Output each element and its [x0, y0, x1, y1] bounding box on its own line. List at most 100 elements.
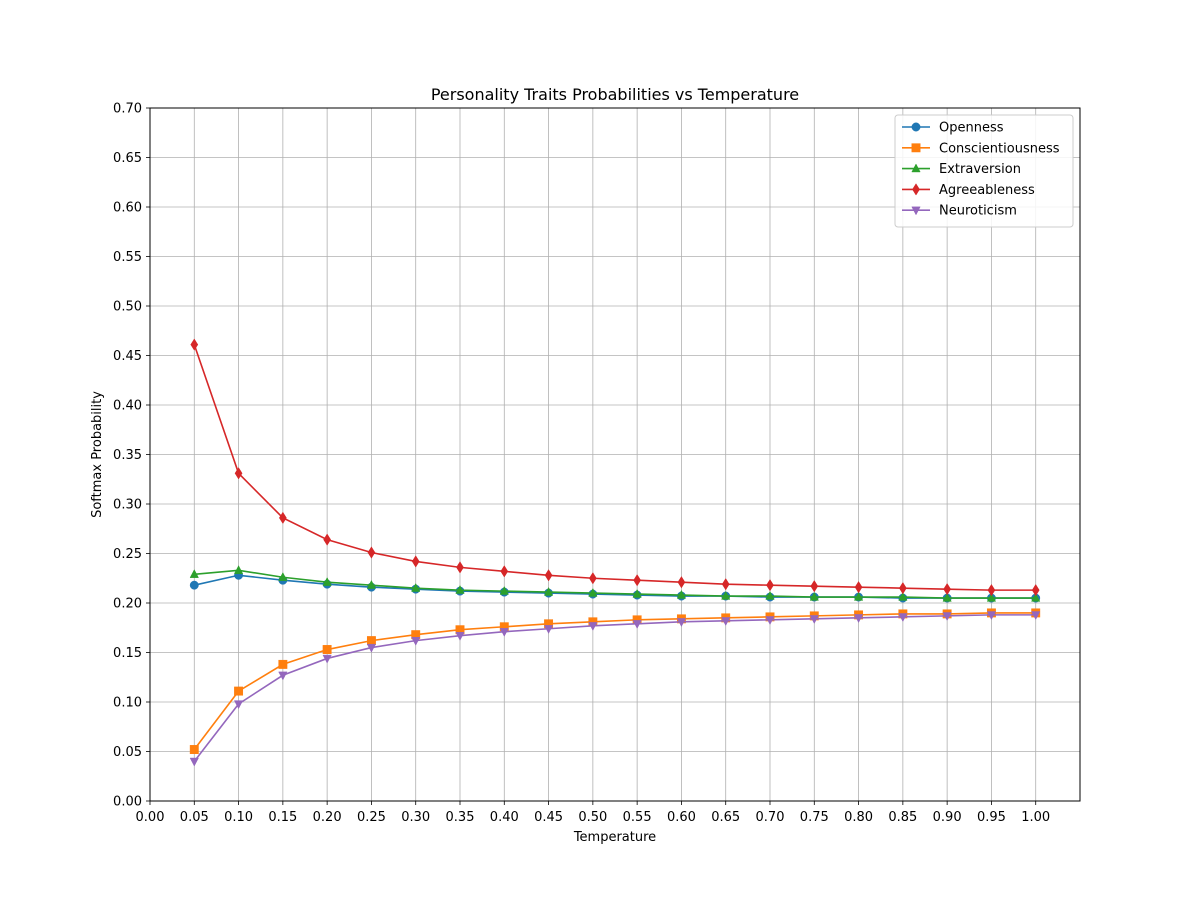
- data-point-extraversion: [588, 587, 598, 597]
- series-line-openness: [194, 574, 1036, 599]
- x-tick-label: 0.25: [357, 810, 386, 825]
- series-line-agreeableness: [193, 344, 1036, 591]
- data-point-agreeableness: [810, 580, 819, 593]
- data-point-neuroticism: [411, 637, 421, 646]
- data-point-agreeableness: [278, 511, 287, 524]
- y-tick-label: 0.55: [113, 250, 142, 265]
- chart-title: Personality Traits Probabilities vs Temp…: [431, 85, 799, 104]
- data-point-neuroticism: [366, 643, 377, 653]
- data-point-extraversion: [898, 591, 908, 601]
- data-point-neuroticism: [588, 622, 598, 631]
- data-point-openness: [189, 580, 199, 590]
- data-point-extraversion: [1031, 592, 1041, 602]
- series-line-conscientiousness: [193, 612, 1036, 751]
- legend-marker-extraversion: [911, 163, 921, 173]
- data-point-extraversion: [853, 591, 864, 601]
- x-tick-label: 0.30: [401, 810, 430, 825]
- data-point-agreeableness: [898, 582, 907, 595]
- x-tick-label: 0.75: [800, 810, 829, 825]
- axis-ticks: 0.00 0.05 0.10 0.15 0.20 0.25 0.30 0.35 0.40 0.45…: [113, 102, 1050, 826]
- legend-label: Neuroticism: [939, 204, 1017, 219]
- data-point-conscientiousness: [366, 636, 376, 646]
- y-tick-label: 0.15: [113, 646, 142, 661]
- legend-item-openness: Openness: [902, 121, 1004, 136]
- legend-marker-agreeableness: [912, 183, 920, 196]
- x-tick-label: 0.20: [313, 810, 342, 825]
- x-tick-label: 0.10: [224, 810, 253, 825]
- legend-label: Agreeableness: [939, 183, 1035, 198]
- data-point-extraversion: [721, 590, 731, 600]
- y-tick-label: 0.20: [113, 597, 142, 612]
- data-point-agreeableness: [987, 583, 996, 597]
- series-conscientiousness: [189, 608, 1041, 754]
- data-point-neuroticism: [898, 613, 908, 623]
- data-point-extraversion: [986, 592, 997, 602]
- series-extraversion: [189, 565, 1041, 602]
- data-point-neuroticism: [676, 618, 687, 627]
- data-point-neuroticism: [809, 615, 819, 624]
- legend-marker-openness: [911, 122, 921, 132]
- data-point-neuroticism: [189, 757, 199, 767]
- data-point-extraversion: [189, 569, 199, 578]
- data-point-extraversion: [366, 580, 377, 589]
- x-tick-label: 0.50: [578, 810, 607, 825]
- y-tick-label: 0.45: [113, 349, 142, 364]
- y-tick-label: 0.05: [113, 745, 142, 760]
- x-tick-label: 0.95: [977, 810, 1006, 825]
- data-point-extraversion: [411, 582, 421, 592]
- y-tick-label: 0.25: [113, 547, 142, 562]
- legend-label: Extraversion: [939, 162, 1021, 177]
- data-point-extraversion: [942, 592, 952, 602]
- data-point-neuroticism: [632, 620, 642, 629]
- data-point-conscientiousness: [189, 745, 199, 754]
- data-point-extraversion: [632, 588, 642, 598]
- data-point-neuroticism: [322, 654, 332, 664]
- data-point-extraversion: [765, 590, 775, 600]
- data-point-agreeableness: [234, 467, 243, 480]
- x-tick-label: 0.05: [180, 810, 209, 825]
- data-point-extraversion: [676, 589, 687, 599]
- data-point-agreeableness: [500, 565, 509, 578]
- x-axis-label: Temperature: [573, 830, 656, 845]
- legend-box: [894, 114, 1074, 228]
- x-tick-label: 0.70: [756, 810, 785, 825]
- data-point-agreeableness: [588, 572, 597, 585]
- x-tick-label: 0.80: [844, 810, 873, 825]
- data-point-agreeableness: [766, 579, 774, 592]
- data-point-extraversion: [455, 584, 465, 594]
- legend-marker-neuroticism: [911, 206, 921, 216]
- series-agreeableness: [190, 338, 1040, 597]
- y-tick-label: 0.60: [113, 201, 142, 216]
- data-point-agreeableness: [633, 574, 642, 587]
- legend-marker-conscientiousness: [911, 143, 921, 153]
- y-tick-label: 0.30: [113, 498, 142, 513]
- x-tick-label: 0.35: [446, 810, 475, 825]
- legend-item-extraversion: Extraversion: [902, 162, 1021, 177]
- series-line-extraversion: [194, 569, 1036, 599]
- data-point-extraversion: [278, 572, 288, 581]
- y-tick-label: 0.65: [113, 151, 142, 166]
- data-point-agreeableness: [456, 561, 464, 574]
- data-point-extraversion: [809, 591, 819, 601]
- legend-label: Conscientiousness: [939, 141, 1060, 156]
- data-point-agreeableness: [854, 581, 863, 594]
- data-point-neuroticism: [765, 616, 775, 625]
- x-tick-label: 0.15: [268, 810, 297, 825]
- x-tick-label: 0.65: [711, 810, 740, 825]
- data-point-agreeableness: [367, 546, 376, 559]
- series-neuroticism: [189, 611, 1041, 767]
- y-tick-label: 0.50: [113, 300, 142, 315]
- data-point-neuroticism: [455, 632, 465, 641]
- data-point-agreeableness: [721, 578, 730, 591]
- data-point-agreeableness: [190, 338, 199, 351]
- y-tick-label: 0.35: [113, 448, 142, 463]
- x-tick-label: 0.85: [888, 810, 917, 825]
- data-point-neuroticism: [942, 612, 952, 622]
- y-tick-label: 0.10: [113, 696, 142, 711]
- y-tick-label: 0.40: [113, 399, 142, 414]
- data-point-neuroticism: [499, 628, 509, 637]
- data-point-neuroticism: [233, 700, 244, 710]
- data-point-extraversion: [322, 577, 332, 586]
- data-point-neuroticism: [543, 625, 554, 634]
